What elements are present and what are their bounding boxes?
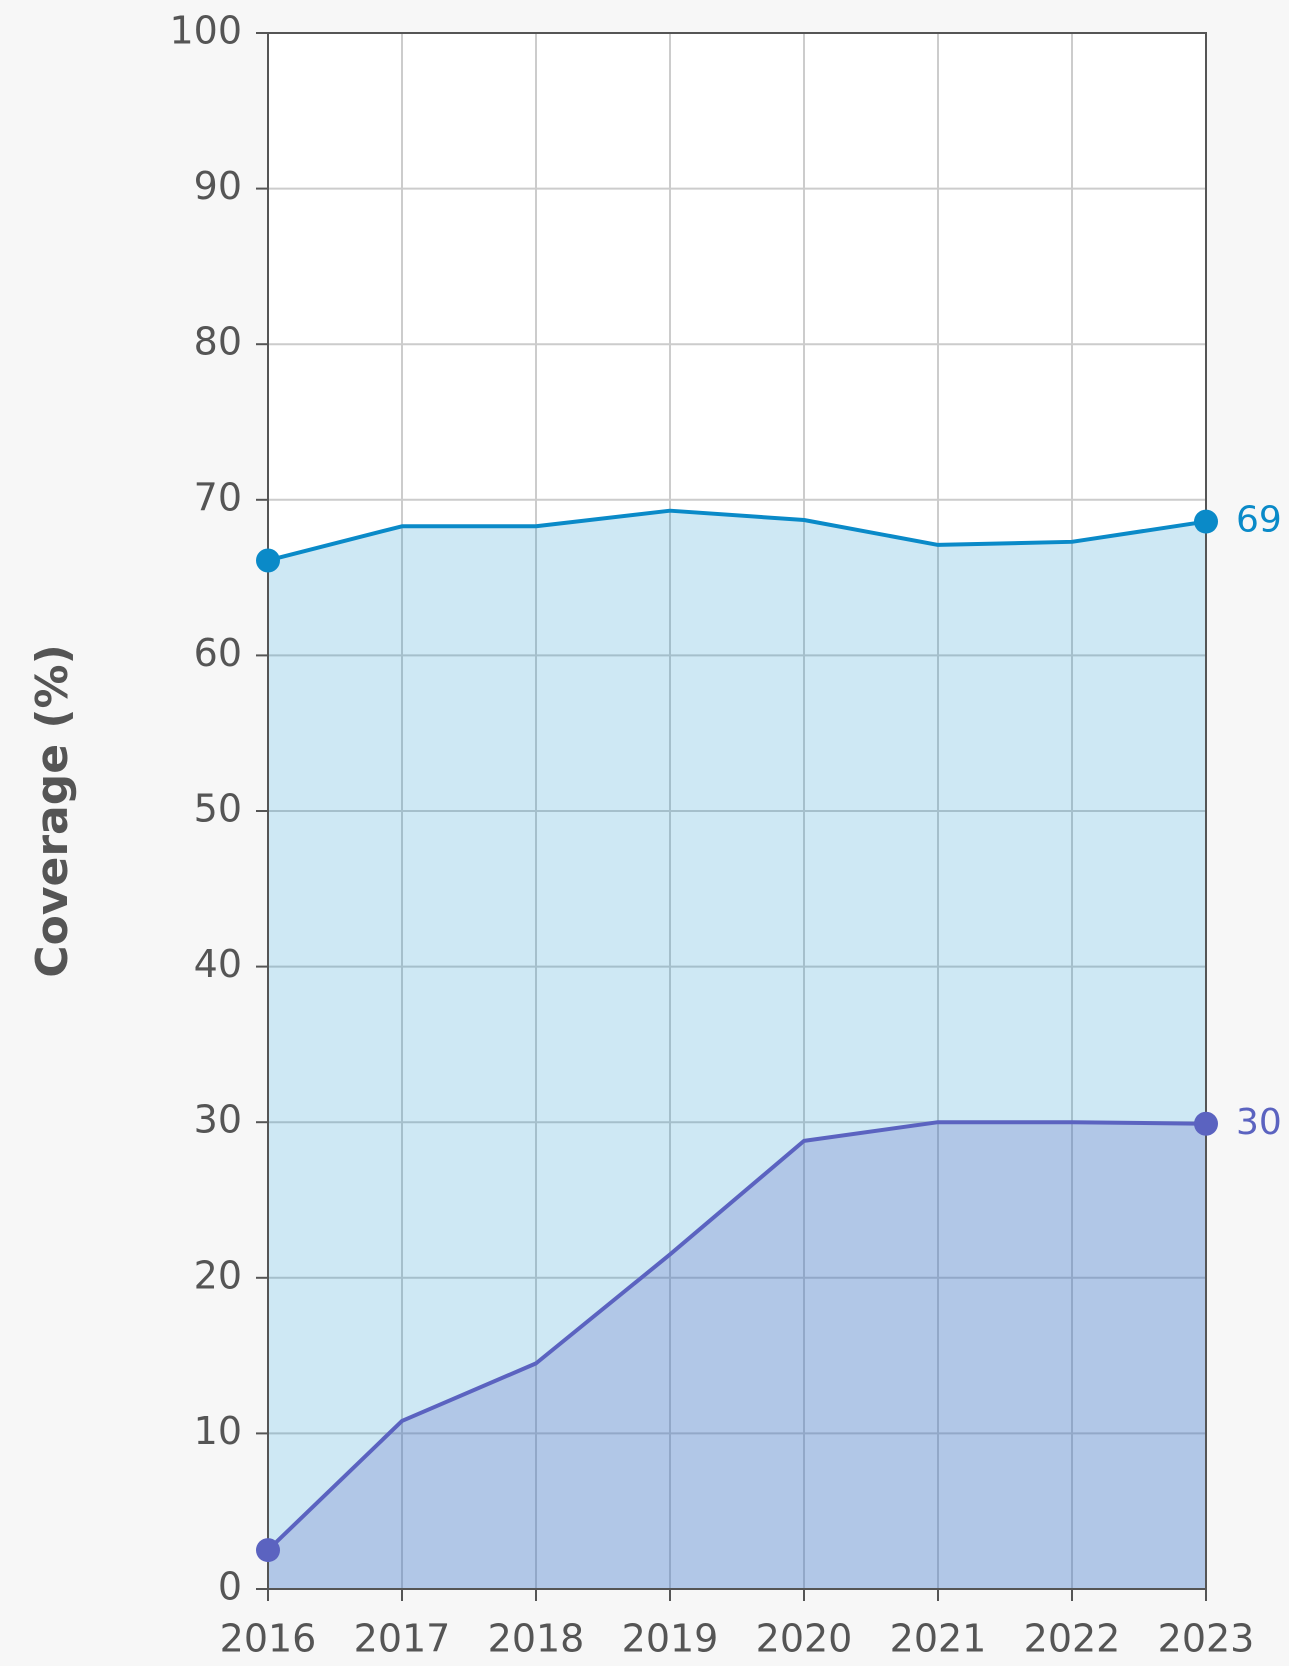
y-tick-label: 90: [194, 164, 242, 208]
point: [1194, 509, 1218, 534]
x-tick-label: 2018: [488, 1617, 585, 1661]
point: [256, 1538, 280, 1563]
y-tick-label: 0: [218, 1565, 242, 1609]
line: [266, 1120, 1207, 1552]
x-tick-label: 2016: [220, 1617, 317, 1661]
y-tick-label: 80: [194, 320, 242, 364]
areas: [268, 510, 1206, 1589]
x-tick-label: 2022: [1024, 1617, 1121, 1661]
y-tick-label: 70: [194, 475, 242, 519]
y-tick-label: 40: [194, 942, 242, 986]
value-label: 69: [1236, 500, 1282, 541]
area: [268, 510, 1206, 1589]
y-axis-label: Coverage (%): [27, 644, 78, 977]
point: [256, 548, 280, 573]
x-tick-label: 2023: [1158, 1617, 1255, 1661]
y-tick-label: 20: [194, 1253, 242, 1297]
y-tick-label: 60: [194, 631, 242, 675]
foreground: 0 10 20 30 40 50 60 70 80 90 100 2016 2017 2018 2019 20…: [169, 9, 1281, 1661]
x-tick-label: 2017: [354, 1617, 451, 1661]
line: [267, 508, 1207, 563]
x-tick-label: 2019: [622, 1617, 719, 1661]
y-tick-label: 50: [194, 787, 242, 831]
x-tick-label: 2021: [890, 1617, 987, 1661]
y-tick-label: 30: [194, 1098, 242, 1142]
y-tick-label: 100: [169, 9, 242, 53]
y-tick-label: 10: [194, 1409, 242, 1453]
area: [268, 1122, 1206, 1589]
point: [1194, 1111, 1218, 1136]
value-label: 30: [1236, 1102, 1282, 1143]
x-tick-label: 2020: [756, 1617, 853, 1661]
